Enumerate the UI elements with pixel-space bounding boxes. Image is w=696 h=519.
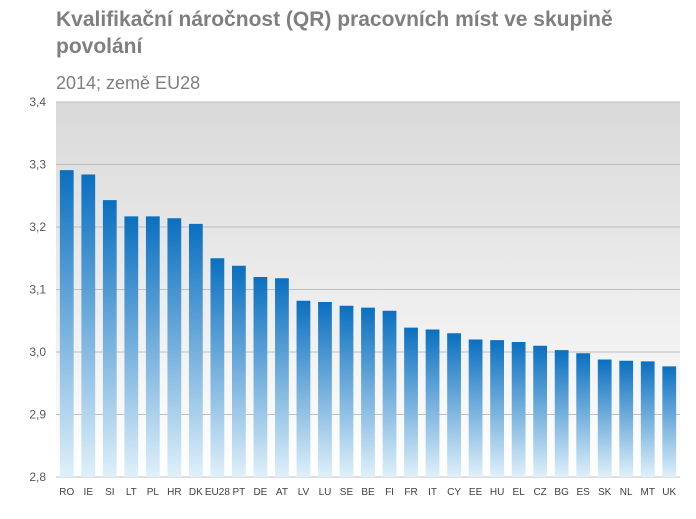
bar-it bbox=[425, 329, 440, 477]
bar-sk bbox=[597, 359, 612, 477]
x-tick-label: CY bbox=[447, 487, 461, 498]
x-tick-label: AT bbox=[276, 487, 288, 498]
bar-es bbox=[576, 353, 591, 477]
bar-eu28 bbox=[210, 258, 225, 477]
bar-de bbox=[253, 277, 268, 477]
bar-cz bbox=[533, 345, 548, 477]
bar-be bbox=[361, 307, 375, 477]
bar-at bbox=[275, 278, 289, 477]
x-tick-label: EL bbox=[513, 487, 526, 498]
y-axis: 2,8 2,9 3,0 3,1 3,2 3,3 3,4 bbox=[29, 95, 46, 484]
y-tick-label: 3,1 bbox=[29, 283, 46, 297]
x-tick-label: RO bbox=[59, 487, 74, 498]
x-tick-label: SE bbox=[340, 487, 354, 498]
x-tick-label: IE bbox=[84, 487, 94, 498]
bar-nl bbox=[619, 360, 634, 477]
x-tick-label: CZ bbox=[533, 487, 546, 498]
y-tick-label: 2,8 bbox=[29, 470, 46, 484]
x-tick-label: HU bbox=[490, 487, 504, 498]
x-tick-label: LT bbox=[126, 487, 137, 498]
bar-si bbox=[102, 200, 117, 477]
x-tick-label: ES bbox=[577, 487, 591, 498]
x-tick-label: SK bbox=[598, 487, 612, 498]
bar-ee bbox=[468, 339, 483, 477]
bar-mt bbox=[640, 361, 655, 477]
bar-lu bbox=[318, 302, 332, 477]
bar-uk bbox=[662, 366, 677, 477]
chart-title: Kvalifikační náročnost (QR) pracovních m… bbox=[56, 8, 613, 58]
bar-lt bbox=[124, 216, 139, 477]
bars bbox=[59, 170, 677, 477]
x-tick-label: SI bbox=[105, 487, 114, 498]
bar-fi bbox=[382, 310, 397, 477]
bar-pt bbox=[232, 265, 246, 477]
x-tick-label: EU28 bbox=[205, 487, 230, 498]
y-tick-label: 3,3 bbox=[29, 158, 46, 172]
x-tick-label: UK bbox=[662, 487, 676, 498]
y-tick-label: 3,0 bbox=[29, 345, 46, 359]
x-tick-label: FI bbox=[385, 487, 394, 498]
x-tick-label: EE bbox=[469, 487, 483, 498]
bar-se bbox=[339, 305, 354, 477]
x-tick-label: DK bbox=[189, 487, 203, 498]
x-tick-label: PT bbox=[233, 487, 246, 498]
x-tick-label: LV bbox=[298, 487, 310, 498]
x-tick-label: FR bbox=[404, 487, 417, 498]
bar-fr bbox=[404, 327, 418, 477]
x-tick-label: NL bbox=[620, 487, 633, 498]
bar-ro bbox=[59, 170, 74, 477]
x-tick-label: BG bbox=[554, 487, 569, 498]
bar-ie bbox=[81, 174, 96, 477]
x-tick-label: HR bbox=[167, 487, 181, 498]
bar-pl bbox=[145, 216, 160, 477]
bar-dk bbox=[188, 223, 203, 477]
chart-subtitle: 2014; země EU28 bbox=[56, 73, 201, 93]
x-tick-label: LU bbox=[319, 487, 332, 498]
y-tick-label: 3,4 bbox=[29, 95, 46, 109]
x-tick-label: MT bbox=[640, 487, 654, 498]
y-tick-label: 3,2 bbox=[29, 220, 46, 234]
bar-lv bbox=[296, 300, 311, 477]
bar-el bbox=[511, 342, 526, 477]
x-tick-label: PL bbox=[147, 487, 160, 498]
bar-bg bbox=[554, 350, 569, 477]
x-tick-label: IT bbox=[428, 487, 437, 498]
x-axis: RO IE SI LT PL HR DK EU28 PT DE AT LV LU SE BE FI FR IT CY… bbox=[59, 487, 676, 498]
x-tick-label: DE bbox=[253, 487, 267, 498]
y-tick-label: 2,9 bbox=[29, 408, 46, 422]
bar-hu bbox=[490, 340, 504, 477]
bar-cy bbox=[447, 333, 461, 477]
x-tick-label: BE bbox=[361, 487, 375, 498]
bar-hr bbox=[167, 218, 182, 477]
